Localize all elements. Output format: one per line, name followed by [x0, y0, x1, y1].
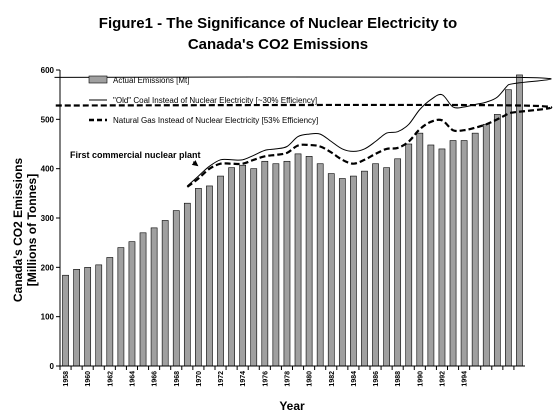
y-axis-title-line-2: [Millions of Tonnes] [25, 174, 39, 286]
x-tick-label: 1986 [373, 371, 380, 387]
bar-actual-1980 [305, 156, 313, 367]
bar-actual-1971 [206, 185, 213, 367]
bar-actual-1976 [261, 160, 269, 367]
bar-actual-1991 [427, 144, 435, 367]
bar-actual-1988 [394, 158, 402, 367]
bar-actual-1970 [195, 188, 202, 367]
bar-actual-1998 [505, 89, 512, 367]
y-axis-title: Canada's CO2 Emissions [Millions of Tonn… [11, 158, 39, 303]
x-tick-label: 1980 [307, 371, 314, 387]
y-tick-label: 500 [41, 115, 55, 124]
x-tick-label: 1960 [85, 371, 92, 387]
x-tick-label: 1964 [130, 371, 137, 387]
x-tick-label: 1984 [351, 371, 358, 387]
bar-actual-1974 [239, 164, 247, 367]
x-tick-label: 1982 [329, 371, 336, 387]
legend-swatch-actual [88, 75, 108, 84]
bar-actual-1964 [128, 241, 136, 367]
bar-actual-1972 [217, 175, 224, 367]
plot-area [60, 70, 525, 366]
x-tick-label: 1992 [440, 371, 447, 387]
bar-actual-1960 [84, 267, 92, 367]
legend-label-coal: "Old" Coal Instead of Nuclear Electricit… [113, 96, 317, 105]
bar-actual-1994 [460, 140, 468, 367]
annotation-text: First commercial nuclear plant [70, 150, 201, 160]
bar-actual-1986 [372, 163, 379, 367]
bar-actual-1999 [516, 74, 523, 367]
y-tick-label: 300 [41, 214, 55, 223]
bar-actual-1996 [482, 123, 490, 367]
bar-actual-1985 [361, 170, 368, 367]
bar-actual-1989 [405, 143, 413, 367]
bar-actual-1997 [493, 114, 501, 367]
x-tick-label: 1990 [417, 371, 424, 387]
bar-actual-1981 [316, 163, 324, 367]
y-tick-label: 400 [41, 165, 55, 174]
legend: Actual Emissions [Mt] "Old" Coal Instead… [88, 75, 318, 125]
bar-actual-1992 [438, 148, 446, 367]
y-tick-label: 100 [41, 313, 55, 322]
legend-label-gas: Natural Gas Instead of Nuclear Electrici… [113, 116, 318, 125]
bar-actual-1959 [73, 269, 80, 367]
x-tick-label: 1994 [462, 371, 469, 387]
bar-actual-1978 [283, 160, 291, 367]
lines-group [54, 76, 553, 188]
bar-actual-1967 [161, 220, 169, 367]
bar-actual-1984 [350, 175, 357, 367]
bar-actual-1962 [106, 257, 114, 367]
y-tick-label: 0 [50, 362, 55, 371]
bar-actual-1969 [183, 202, 191, 367]
bar-actual-1993 [449, 140, 457, 367]
legend-label-actual: Actual Emissions [Mt] [113, 76, 189, 85]
x-tick-label: 1966 [152, 371, 159, 387]
bar-actual-1979 [294, 153, 302, 367]
x-tick-label: 1976 [262, 371, 269, 387]
y-axis-ticks: 0 100 200 300 400 500 600 [41, 66, 60, 371]
x-tick-label: 1958 [63, 371, 70, 387]
x-tick-label: 1962 [107, 371, 114, 387]
bars-group [62, 74, 523, 367]
bar-actual-1995 [471, 132, 479, 367]
line-natural-gas [54, 103, 553, 188]
bar-actual-1982 [327, 173, 335, 367]
bar-actual-1987 [383, 167, 390, 367]
x-axis-ticks: 1958 1960 1962 1964 1966 1968 1970 1972 1974 1976… [59, 366, 515, 387]
bar-actual-1973 [228, 167, 235, 367]
x-tick-label: 1968 [174, 371, 181, 387]
annotation-arrow-head [191, 160, 199, 167]
bar-actual-1958 [62, 274, 69, 367]
x-tick-label: 1988 [395, 371, 402, 387]
x-tick-label: 1970 [196, 371, 203, 387]
bar-actual-1990 [416, 132, 424, 367]
annotation: First commercial nuclear plant [70, 150, 201, 167]
bar-actual-1961 [95, 264, 103, 367]
x-tick-label: 1972 [218, 371, 225, 387]
bar-actual-1975 [250, 168, 258, 367]
y-tick-label: 600 [41, 66, 55, 75]
bar-actual-1965 [139, 232, 147, 367]
x-tick-label: 1974 [240, 371, 247, 387]
bar-actual-1983 [338, 178, 346, 367]
y-axis-title-line-1: Canada's CO2 Emissions [11, 158, 25, 303]
y-tick-label: 200 [41, 263, 55, 272]
line-old-coal [54, 76, 552, 187]
bar-actual-1968 [172, 210, 180, 367]
bar-actual-1963 [117, 247, 125, 367]
x-tick-label: 1978 [285, 371, 292, 387]
x-axis-title: Year [279, 399, 305, 413]
chart-title-line-1: Figure1 - The Significance of Nuclear El… [99, 15, 457, 32]
bar-actual-1966 [150, 227, 158, 367]
bar-actual-1977 [272, 163, 280, 367]
chart-title-line-2: Canada's CO2 Emissions [188, 36, 368, 53]
